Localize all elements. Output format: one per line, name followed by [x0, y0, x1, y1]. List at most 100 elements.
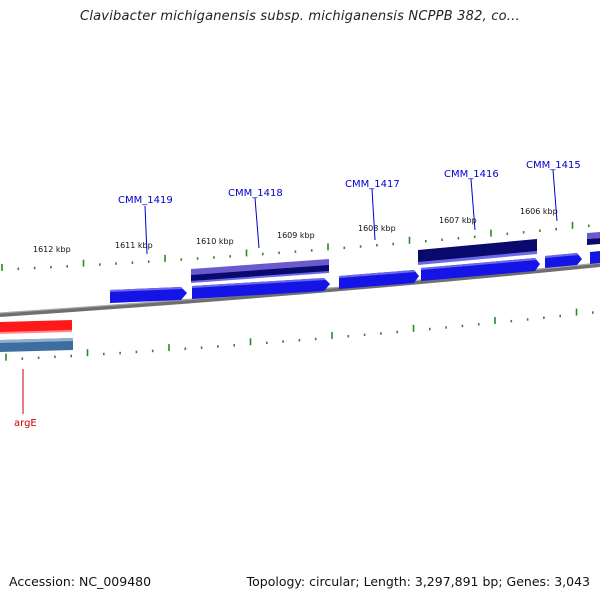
minor-tick: [266, 341, 268, 345]
minor-tick: [50, 265, 52, 269]
minor-tick: [99, 263, 101, 266]
forward-gene-track: [191, 232, 600, 283]
minor-tick: [262, 252, 264, 256]
tick-label-1606: 1606 kbp: [520, 207, 558, 216]
tick-label-1611: 1611 kbp: [115, 241, 153, 250]
minor-tick: [592, 311, 594, 314]
lower-tick-ring: [5, 308, 594, 361]
minor-tick: [314, 337, 317, 341]
minor-tick: [588, 224, 590, 228]
minor-tick: [103, 352, 105, 356]
major-tick: [571, 221, 574, 229]
minor-tick: [196, 257, 199, 260]
minor-tick: [147, 260, 150, 263]
minor-tick: [37, 356, 40, 359]
minor-tick: [396, 330, 398, 334]
minor-tick: [217, 345, 219, 348]
minor-tick: [376, 244, 378, 247]
minor-tick: [135, 350, 138, 354]
major-tick: [490, 229, 492, 237]
major-tick: [82, 259, 85, 267]
tick-label-1607: 1607 kbp: [439, 216, 477, 225]
minor-tick: [445, 326, 447, 329]
major-tick: [494, 317, 496, 324]
minor-tick: [54, 355, 56, 359]
major-tick: [575, 308, 578, 316]
minor-tick: [543, 316, 545, 319]
major-tick: [412, 324, 415, 332]
map-title: Clavibacter michiganensis subsp. michiga…: [80, 9, 520, 24]
gene-box: [418, 239, 537, 263]
major-tick: [86, 349, 89, 357]
minor-tick: [33, 266, 36, 270]
minor-tick: [21, 357, 24, 360]
minor-tick: [310, 249, 313, 252]
gene-label-cmm1416[interactable]: CMM_1416: [444, 169, 499, 180]
tick-label-1612: 1612 kbp: [33, 245, 71, 254]
major-tick: [164, 254, 166, 262]
minor-tick: [17, 267, 20, 271]
minor-tick: [425, 239, 427, 243]
minor-tick: [526, 318, 529, 321]
tick-label-1608: 1608 kbp: [358, 224, 396, 233]
minor-tick: [510, 319, 513, 323]
minor-tick: [119, 351, 121, 355]
major-tick: [1, 263, 3, 271]
minor-tick: [359, 245, 362, 248]
accession-text: Accession: NC_009480: [9, 574, 152, 589]
gene-box: [191, 259, 329, 276]
reverse-gene-track: [0, 320, 73, 352]
minor-tick: [229, 255, 231, 258]
minor-tick: [347, 335, 350, 338]
minor-tick: [473, 235, 476, 239]
major-tick: [331, 331, 333, 339]
gene-label-cmm1415[interactable]: CMM_1415: [526, 160, 581, 171]
minor-tick: [363, 333, 366, 337]
cds-arrow: [192, 278, 330, 299]
major-tick: [245, 249, 248, 257]
minor-tick: [539, 229, 541, 232]
minor-tick: [66, 265, 68, 268]
minor-tick: [559, 314, 561, 318]
gene-label-arge[interactable]: argE: [14, 418, 37, 429]
minor-tick: [115, 262, 117, 265]
minor-tick: [213, 256, 215, 259]
gene-label-cmm1419[interactable]: CMM_1419: [118, 195, 173, 206]
tick-label-1610: 1610 kbp: [196, 237, 234, 246]
minor-tick: [477, 323, 480, 326]
forward-cds-track: [110, 251, 600, 303]
minor-tick: [380, 332, 382, 335]
minor-tick: [70, 354, 72, 358]
major-tick: [327, 243, 329, 251]
major-tick: [5, 353, 7, 361]
minor-tick: [151, 349, 154, 353]
minor-tick: [200, 346, 203, 349]
major-tick: [408, 236, 411, 244]
minor-tick: [555, 227, 557, 231]
minor-tick: [522, 231, 525, 234]
major-tick: [249, 338, 252, 346]
gene-label-cmm1417[interactable]: CMM_1417: [345, 179, 400, 190]
minor-tick: [343, 246, 346, 250]
label-connectors: [22, 169, 558, 414]
minor-tick: [294, 250, 297, 253]
minor-tick: [278, 251, 280, 255]
minor-tick: [441, 238, 443, 241]
minor-tick: [506, 232, 509, 236]
minor-tick: [392, 242, 394, 246]
tick-label-1609: 1609 kbp: [277, 231, 315, 240]
upper-tick-ring: [1, 221, 590, 271]
minor-tick: [457, 237, 460, 240]
minor-tick: [131, 261, 134, 264]
cds-arrow: [421, 258, 540, 281]
minor-tick: [233, 344, 235, 347]
minor-tick: [282, 340, 284, 343]
minor-tick: [461, 324, 464, 328]
minor-tick: [429, 327, 431, 331]
genome-summary-text: Topology: circular; Length: 3,297,891 bp…: [246, 574, 590, 589]
cds-arrow: [590, 251, 600, 264]
minor-tick: [184, 347, 187, 350]
gene-label-cmm1418[interactable]: CMM_1418: [228, 188, 283, 199]
minor-tick: [180, 258, 183, 261]
